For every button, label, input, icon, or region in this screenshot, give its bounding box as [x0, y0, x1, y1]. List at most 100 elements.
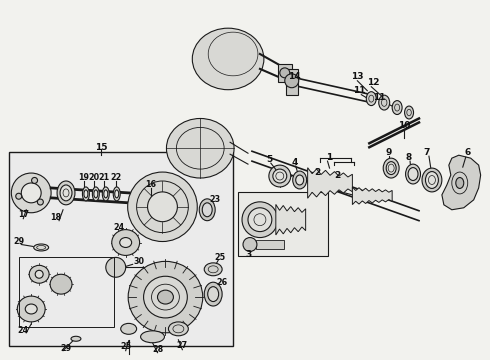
Ellipse shape [121, 323, 137, 334]
Text: 11: 11 [373, 93, 386, 102]
Bar [256, 239, 284, 249]
Ellipse shape [422, 168, 442, 192]
Ellipse shape [35, 270, 43, 278]
Ellipse shape [408, 168, 418, 180]
Bar [19, 257, 114, 327]
Ellipse shape [120, 238, 132, 247]
Text: 2: 2 [334, 171, 341, 180]
Ellipse shape [204, 282, 222, 306]
Text: 18: 18 [50, 213, 62, 222]
Ellipse shape [60, 185, 72, 201]
Ellipse shape [386, 162, 396, 175]
Ellipse shape [21, 183, 41, 203]
Circle shape [243, 238, 257, 251]
Ellipse shape [93, 187, 99, 201]
Text: 24: 24 [18, 326, 29, 335]
Ellipse shape [204, 263, 222, 276]
Text: 13: 13 [351, 72, 364, 81]
Circle shape [285, 74, 299, 88]
Ellipse shape [84, 190, 88, 198]
Text: 14: 14 [289, 72, 301, 81]
Ellipse shape [34, 244, 49, 251]
Circle shape [269, 165, 291, 187]
Text: 22: 22 [110, 172, 122, 181]
Ellipse shape [17, 296, 45, 322]
Ellipse shape [94, 190, 98, 198]
Ellipse shape [392, 100, 402, 114]
Ellipse shape [406, 164, 420, 184]
Circle shape [16, 193, 22, 199]
Circle shape [280, 68, 290, 78]
Polygon shape [352, 187, 392, 204]
Text: 25: 25 [120, 342, 131, 351]
Ellipse shape [157, 290, 173, 304]
Ellipse shape [208, 287, 219, 302]
Ellipse shape [456, 177, 464, 188]
Ellipse shape [379, 95, 390, 110]
Bar [286, 69, 298, 95]
Circle shape [31, 177, 38, 183]
Ellipse shape [104, 190, 108, 198]
Ellipse shape [71, 336, 81, 341]
Polygon shape [276, 204, 306, 235]
Ellipse shape [144, 276, 187, 318]
Text: 3: 3 [246, 250, 252, 259]
Text: 4: 4 [292, 158, 298, 167]
Ellipse shape [82, 187, 89, 201]
Ellipse shape [115, 190, 119, 198]
Ellipse shape [102, 187, 109, 201]
Text: 30: 30 [133, 257, 144, 266]
Text: 24: 24 [113, 223, 124, 232]
Bar [9, 152, 233, 346]
Text: 12: 12 [367, 78, 380, 87]
Text: 17: 17 [18, 210, 29, 219]
Ellipse shape [405, 106, 414, 119]
Bar [238, 192, 327, 256]
Text: 23: 23 [210, 195, 220, 204]
Text: 29: 29 [60, 344, 72, 353]
Ellipse shape [383, 158, 399, 178]
Text: 8: 8 [406, 153, 412, 162]
Text: 20: 20 [88, 172, 99, 181]
Bar [278, 64, 292, 82]
Text: 26: 26 [217, 278, 228, 287]
Text: 28: 28 [153, 345, 164, 354]
Text: 2: 2 [315, 167, 321, 176]
Ellipse shape [169, 322, 188, 336]
Circle shape [106, 257, 125, 277]
Text: 10: 10 [398, 121, 410, 130]
Ellipse shape [128, 261, 203, 333]
Circle shape [37, 199, 43, 205]
Text: 9: 9 [386, 148, 392, 157]
Text: 21: 21 [98, 172, 109, 181]
Text: 1: 1 [326, 153, 333, 162]
Ellipse shape [202, 203, 212, 217]
Text: 19: 19 [78, 172, 89, 181]
Polygon shape [442, 155, 481, 210]
Ellipse shape [293, 171, 307, 189]
Ellipse shape [192, 28, 264, 90]
Text: 25: 25 [215, 253, 226, 262]
Ellipse shape [167, 118, 234, 178]
Ellipse shape [50, 274, 72, 294]
Text: 6: 6 [465, 148, 471, 157]
Ellipse shape [112, 230, 140, 255]
Ellipse shape [425, 172, 439, 188]
Polygon shape [308, 168, 352, 198]
Circle shape [242, 202, 278, 238]
Circle shape [248, 208, 272, 231]
Text: 7: 7 [424, 148, 430, 157]
Text: 16: 16 [145, 180, 156, 189]
Ellipse shape [113, 187, 120, 201]
Ellipse shape [128, 172, 197, 242]
Text: 5: 5 [267, 155, 273, 164]
Ellipse shape [147, 192, 177, 222]
Ellipse shape [25, 304, 37, 314]
Text: 11: 11 [353, 86, 366, 95]
Ellipse shape [367, 92, 376, 105]
Ellipse shape [29, 265, 49, 283]
Text: 27: 27 [177, 341, 188, 350]
Ellipse shape [57, 181, 75, 205]
Circle shape [273, 169, 287, 183]
Text: 29: 29 [14, 237, 25, 246]
